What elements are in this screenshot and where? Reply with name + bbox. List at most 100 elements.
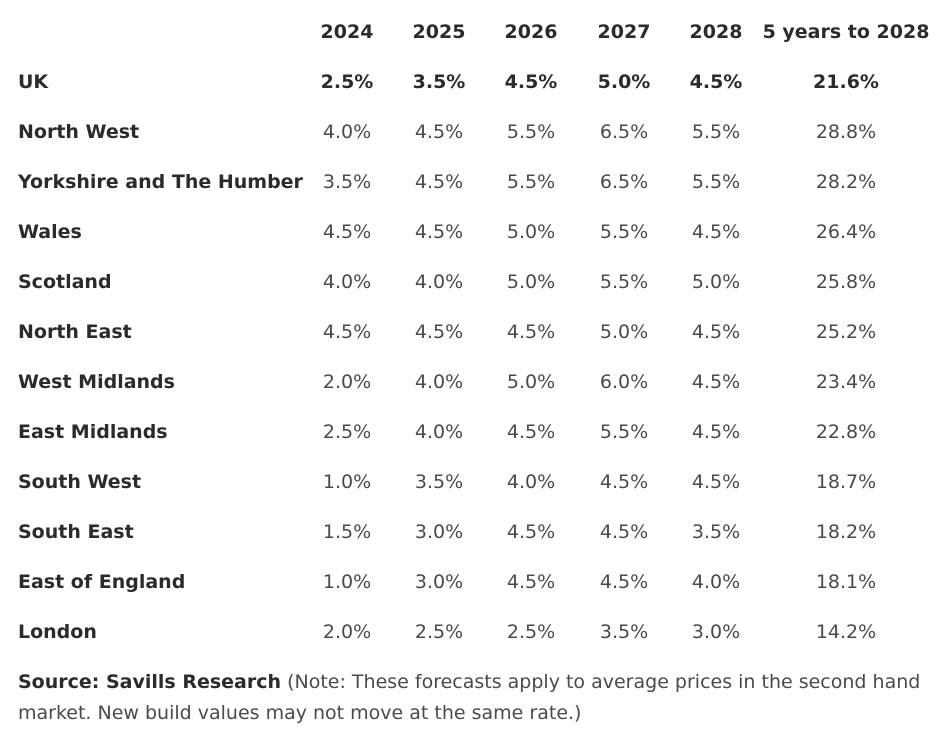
growth-cell: 4.0%: [322, 271, 372, 293]
growth-cell: 2.5%: [320, 71, 374, 93]
five-year-total-cell: 18.2%: [815, 521, 877, 543]
column-header: 2026: [504, 21, 558, 43]
growth-cell: 4.0%: [506, 471, 556, 493]
growth-cell: 3.0%: [414, 571, 464, 593]
region-label: UK: [18, 71, 49, 93]
growth-cell: 4.5%: [506, 321, 556, 343]
five-year-total-cell: 21.6%: [813, 71, 879, 93]
five-year-total-cell: 22.8%: [815, 421, 877, 443]
growth-cell: 2.5%: [414, 621, 464, 643]
growth-cell: 5.0%: [506, 371, 556, 393]
five-year-total-cell: 18.1%: [815, 571, 877, 593]
column-header: 2028: [689, 21, 743, 43]
growth-cell: 4.5%: [599, 571, 649, 593]
region-label: London: [18, 621, 97, 643]
table-row: South East 1.5% 3.0% 4.5% 4.5% 3.5% 18.2%: [0, 517, 943, 547]
growth-cell: 4.5%: [691, 371, 741, 393]
growth-cell: 4.5%: [599, 521, 649, 543]
region-label: East Midlands: [18, 421, 168, 443]
growth-cell: 4.5%: [506, 571, 556, 593]
growth-cell: 4.5%: [689, 71, 743, 93]
table-row: North East 4.5% 4.5% 4.5% 5.0% 4.5% 25.2%: [0, 317, 943, 347]
growth-cell: 6.5%: [599, 171, 649, 193]
table-row: Scotland 4.0% 4.0% 5.0% 5.5% 5.0% 25.8%: [0, 267, 943, 297]
five-year-total-cell: 18.7%: [815, 471, 877, 493]
source-label: Source: Savills Research: [18, 671, 282, 693]
growth-cell: 1.0%: [322, 471, 372, 493]
growth-cell: 3.5%: [322, 171, 372, 193]
growth-cell: 4.5%: [691, 321, 741, 343]
growth-cell: 5.5%: [599, 271, 649, 293]
growth-cell: 4.5%: [599, 471, 649, 493]
region-label: East of England: [18, 571, 186, 593]
growth-cell: 1.5%: [322, 521, 372, 543]
growth-cell: 3.5%: [599, 621, 649, 643]
growth-cell: 3.5%: [412, 71, 466, 93]
growth-cell: 4.0%: [414, 371, 464, 393]
growth-cell: 5.0%: [691, 271, 741, 293]
growth-cell: 4.5%: [691, 221, 741, 243]
growth-cell: 4.5%: [414, 121, 464, 143]
growth-cell: 4.5%: [414, 221, 464, 243]
growth-cell: 6.5%: [599, 121, 649, 143]
growth-cell: 4.5%: [691, 471, 741, 493]
table-row: Yorkshire and The Humber 3.5% 4.5% 5.5% 6.5%…: [0, 167, 943, 197]
source-note-text: (Note: These forecasts apply to average …: [18, 671, 921, 724]
table-row: UK 2.5% 3.5% 4.5% 5.0% 4.5% 21.6%: [0, 67, 943, 97]
growth-cell: 5.0%: [506, 271, 556, 293]
table-row: East Midlands 2.5% 4.0% 4.5% 5.5% 4.5% 22.8%: [0, 417, 943, 447]
five-year-total-cell: 14.2%: [815, 621, 877, 643]
region-label: South West: [18, 471, 142, 493]
growth-cell: 5.5%: [691, 121, 741, 143]
five-year-total-cell: 25.2%: [815, 321, 877, 343]
growth-cell: 3.0%: [414, 521, 464, 543]
source-note: Source: Savills Research (Note: These fo…: [18, 667, 928, 729]
growth-cell: 4.0%: [322, 121, 372, 143]
growth-cell: 3.5%: [414, 471, 464, 493]
growth-cell: 4.5%: [506, 421, 556, 443]
growth-cell: 3.5%: [691, 521, 741, 543]
growth-cell: 4.5%: [414, 321, 464, 343]
five-year-total-cell: 25.8%: [815, 271, 877, 293]
growth-cell: 2.0%: [322, 621, 372, 643]
table-row: South West 1.0% 3.5% 4.0% 4.5% 4.5% 18.7%: [0, 467, 943, 497]
growth-cell: 4.0%: [414, 271, 464, 293]
region-label: North East: [18, 321, 132, 343]
five-year-total-cell: 28.8%: [815, 121, 877, 143]
column-header: 2024: [320, 21, 374, 43]
growth-cell: 5.0%: [599, 321, 649, 343]
region-label: Wales: [18, 221, 82, 243]
growth-cell: 2.5%: [506, 621, 556, 643]
growth-cell: 1.0%: [322, 571, 372, 593]
growth-cell: 5.0%: [597, 71, 651, 93]
column-header: 2027: [597, 21, 651, 43]
growth-cell: 4.5%: [414, 171, 464, 193]
table-header-row: 2024 2025 2026 2027 2028 5 years to 2028: [0, 17, 943, 47]
growth-cell: 6.0%: [599, 371, 649, 393]
region-label: West Midlands: [18, 371, 175, 393]
growth-cell: 5.5%: [506, 121, 556, 143]
growth-cell: 3.0%: [691, 621, 741, 643]
growth-cell: 5.5%: [506, 171, 556, 193]
column-header: 5 years to 2028: [762, 21, 930, 43]
growth-cell: 5.5%: [691, 171, 741, 193]
growth-cell: 4.5%: [322, 221, 372, 243]
five-year-total-cell: 26.4%: [815, 221, 877, 243]
growth-cell: 4.5%: [322, 321, 372, 343]
growth-cell: 4.5%: [506, 521, 556, 543]
growth-cell: 4.0%: [691, 571, 741, 593]
growth-cell: 5.5%: [599, 221, 649, 243]
region-label: Scotland: [18, 271, 112, 293]
growth-cell: 5.0%: [506, 221, 556, 243]
growth-cell: 2.5%: [322, 421, 372, 443]
growth-cell: 5.5%: [599, 421, 649, 443]
table-row: Wales 4.5% 4.5% 5.0% 5.5% 4.5% 26.4%: [0, 217, 943, 247]
growth-cell: 4.5%: [504, 71, 558, 93]
table-row: West Midlands 2.0% 4.0% 5.0% 6.0% 4.5% 23.4%: [0, 367, 943, 397]
table-row: East of England 1.0% 3.0% 4.5% 4.5% 4.0% 18.1%: [0, 567, 943, 597]
table-row: London 2.0% 2.5% 2.5% 3.5% 3.0% 14.2%: [0, 617, 943, 647]
region-label: Yorkshire and The Humber: [18, 171, 303, 193]
region-label: North West: [18, 121, 140, 143]
region-label: South East: [18, 521, 134, 543]
growth-cell: 4.5%: [691, 421, 741, 443]
